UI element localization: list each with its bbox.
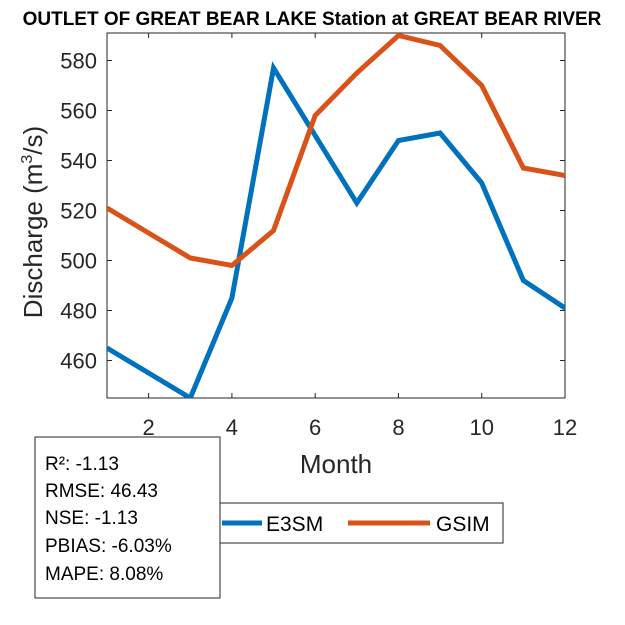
stat-r2-value: -1.13 [76, 454, 119, 475]
y-axis-label-prefix: Discharge (m [18, 164, 48, 319]
x-tick-label: 8 [392, 415, 404, 440]
series-line-e3sm [107, 61, 565, 398]
stat-mape-label: MAPE: [45, 564, 109, 585]
legend-label-gsim: GSIM [436, 513, 490, 536]
x-tick-label: 12 [553, 415, 577, 440]
y-tick-label: 480 [60, 299, 97, 324]
y-tick-label: 500 [60, 249, 97, 274]
stat-pbias-value: -6.03% [112, 536, 172, 557]
y-axis-label-superscript: 3 [19, 155, 36, 164]
stats-box: R²: -1.13 RMSE: 46.43 NSE: -1.13 PBIAS: … [34, 436, 221, 599]
stat-pbias-label: PBIAS: [45, 536, 112, 557]
y-tick-label: 520 [60, 199, 97, 224]
y-tick-label: 540 [60, 149, 97, 174]
x-tick-label: 2 [143, 415, 155, 440]
stats-box-frame [34, 436, 221, 599]
x-axis-label: Month [300, 449, 372, 479]
series-lines [107, 33, 565, 398]
legend-label-e3sm: E3SM [266, 513, 323, 536]
x-tick-label: 4 [226, 415, 238, 440]
chart-title: OUTLET OF GREAT BEAR LAKE Station at GRE… [23, 9, 602, 30]
y-tick-label: 580 [60, 49, 97, 74]
stat-r2: R²: -1.13 [45, 454, 119, 475]
series-line-gsim [107, 33, 565, 269]
stat-mape: MAPE: 8.08% [45, 564, 163, 585]
stat-nse-label: NSE: [45, 508, 95, 529]
tick-labels: 2 4 6 8 10 12 460 480 500 520 540 560 580 [60, 49, 577, 441]
stat-mape-value: 8.08% [109, 564, 163, 585]
y-tick-label: 560 [60, 99, 97, 124]
y-axis-label: Discharge (m3/s) [18, 126, 48, 318]
y-tick-label: 460 [60, 349, 97, 374]
stat-nse: NSE: -1.13 [45, 508, 138, 529]
x-tick-label: 6 [309, 415, 321, 440]
stat-rmse-label: RMSE: [45, 481, 110, 502]
stat-rmse: RMSE: 46.43 [45, 481, 158, 502]
stat-r2-label: R²: [45, 454, 76, 475]
stat-pbias: PBIAS: -6.03% [45, 536, 172, 557]
y-axis-label-suffix: /s) [18, 126, 48, 155]
stat-rmse-value: 46.43 [110, 481, 158, 502]
legend: E3SM GSIM [212, 502, 504, 544]
x-tick-label: 10 [469, 415, 493, 440]
stat-nse-value: -1.13 [95, 508, 138, 529]
